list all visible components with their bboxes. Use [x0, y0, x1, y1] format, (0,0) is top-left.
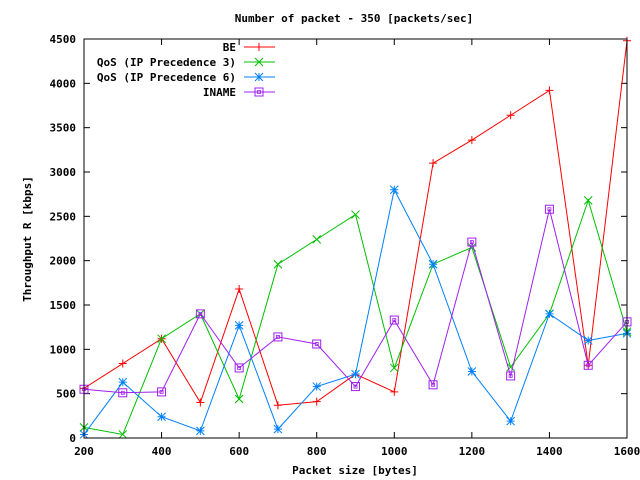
data-point-iname-inner: [586, 363, 591, 368]
x-tick-label: 200: [74, 445, 94, 458]
series-be: [80, 36, 631, 410]
series-qos-ip-precedence-6: [79, 185, 632, 439]
data-point-qos-ip-precedence-6: [583, 336, 593, 345]
series-line-be: [83, 40, 628, 406]
data-point-qos-ip-precedence-3: [157, 334, 166, 344]
x-axis-label: Packet size [bytes]: [292, 464, 418, 477]
data-point-qos-ip-precedence-6: [428, 259, 438, 269]
x-tick-label: 400: [152, 445, 172, 458]
data-point-qos-ip-precedence-6: [273, 424, 283, 434]
legend-label-qos-ip-precedence-3: QoS (IP Precedence 3): [97, 56, 236, 69]
data-point-iname-inner: [159, 389, 164, 394]
data-point-iname-inner: [469, 240, 474, 244]
legend: BE QoS (IP Precedence 3) QoS (IP Precedenc…: [97, 41, 275, 99]
legend-label-be: BE: [223, 41, 236, 54]
chart-title: Number of packet - 350 [packets/sec]: [235, 12, 473, 25]
data-point-iname-inner: [353, 384, 358, 389]
axis-ticks: 200 400 600 800 1000 1200 1400 1600 0 500 1000 1500…: [50, 33, 640, 458]
data-point-be: [506, 111, 515, 120]
data-point-iname-inner: [237, 366, 242, 370]
y-tick-label: 1500: [50, 299, 77, 312]
y-tick-label: 1000: [50, 343, 77, 356]
data-point-iname: [312, 339, 322, 349]
data-point-iname: [467, 237, 477, 247]
data-point-be: [118, 359, 127, 368]
data-point-qos-ip-precedence-3: [312, 235, 322, 244]
data-point-qos-ip-precedence-6: [118, 377, 128, 387]
data-point-iname-inner: [314, 342, 319, 346]
legend-marker-qos-ip-precedence-6: [254, 72, 264, 82]
data-point-qos-ip-precedence-3: [583, 196, 593, 205]
x-tick-label: 1000: [381, 445, 408, 458]
data-point-iname: [234, 363, 244, 373]
data-point-iname: [506, 371, 516, 381]
data-point-qos-ip-precedence-6: [312, 382, 322, 391]
y-tick-label: 2000: [50, 255, 77, 268]
series-iname: [79, 204, 632, 398]
data-point-qos-ip-precedence-3: [234, 394, 244, 404]
legend-label-qos-ip-precedence-6: QoS (IP Precedence 6): [97, 71, 236, 84]
data-point-iname-inner: [276, 335, 280, 339]
legend-marker-be: [255, 43, 263, 51]
data-point-iname: [583, 360, 593, 370]
data-point-qos-ip-precedence-6: [506, 416, 515, 426]
data-point-qos-ip-precedence-6: [467, 367, 477, 376]
data-point-iname: [273, 332, 283, 342]
data-point-iname: [195, 309, 205, 319]
data-point-be: [196, 398, 205, 407]
data-point-qos-ip-precedence-6: [234, 321, 244, 330]
legend-marker-iname-inner: [257, 90, 261, 94]
data-point-iname-inner: [508, 374, 513, 378]
data-point-be: [235, 285, 244, 294]
data-point-qos-ip-precedence-6: [196, 426, 205, 436]
data-point-iname: [389, 315, 399, 325]
data-point-be: [467, 136, 476, 145]
data-point-iname: [157, 387, 167, 397]
data-point-iname: [118, 388, 128, 398]
data-point-be: [273, 401, 282, 410]
y-tick-label: 3000: [50, 166, 77, 179]
x-tick-label: 1200: [459, 445, 486, 458]
data-point-iname: [351, 382, 360, 392]
y-tick-label: 4000: [50, 77, 77, 90]
data-point-iname: [428, 380, 438, 390]
x-tick-label: 1400: [536, 445, 563, 458]
plot-frame: [83, 38, 628, 439]
data-point-be: [545, 86, 554, 95]
data-point-iname-inner: [431, 382, 435, 387]
data-point-qos-ip-precedence-6: [157, 412, 166, 422]
data-point-qos-ip-precedence-3: [389, 363, 399, 373]
data-point-iname: [544, 204, 554, 214]
y-tick-label: 3500: [50, 122, 77, 135]
data-point-iname-inner: [120, 390, 125, 395]
data-point-qos-ip-precedence-6: [389, 185, 399, 195]
x-tick-label: 1600: [614, 445, 640, 458]
data-point-qos-ip-precedence-6: [545, 309, 554, 319]
y-tick-label: 2500: [50, 210, 77, 223]
data-point-be: [429, 159, 438, 168]
series-layer: [79, 36, 632, 439]
x-tick-label: 800: [307, 445, 327, 458]
data-point-iname-inner: [392, 318, 397, 322]
data-point-qos-ip-precedence-6: [351, 369, 360, 379]
y-axis-label: Throughput R [kbps]: [21, 176, 34, 302]
legend-marker-iname: [254, 87, 264, 97]
legend-label-iname: INAME: [203, 86, 236, 99]
data-point-qos-ip-precedence-3: [351, 210, 360, 219]
y-tick-label: 500: [56, 388, 76, 401]
data-point-qos-ip-precedence-3: [118, 430, 128, 439]
x-tick-label: 600: [229, 445, 249, 458]
data-point-iname-inner: [547, 207, 552, 212]
y-tick-label: 4500: [50, 33, 77, 46]
data-point-qos-ip-precedence-3: [273, 259, 283, 269]
legend-marker-qos-ip-precedence-3: [254, 57, 264, 67]
data-point-be: [312, 397, 321, 406]
series-line-iname: [83, 209, 628, 394]
data-point-iname-inner: [198, 311, 203, 316]
y-tick-label: 0: [69, 432, 76, 445]
data-point-be: [390, 387, 399, 396]
